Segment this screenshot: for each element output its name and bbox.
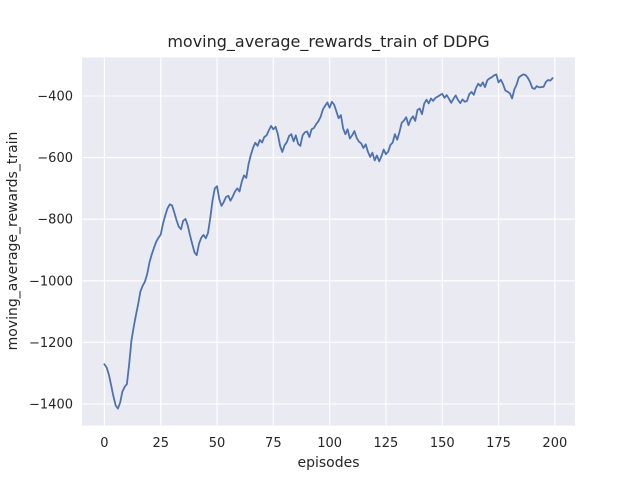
x-tick-label: 50 [209,436,226,451]
x-tick-label: 125 [374,436,399,451]
x-tick-label: 200 [542,436,567,451]
y-tick-label: −600 [37,151,73,166]
y-tick-label: −800 [37,213,73,228]
x-axis-label: episodes [297,455,359,471]
y-tick-label: −1000 [29,274,73,289]
y-tick-label: −400 [37,89,73,104]
plot-area [82,57,575,426]
chart-title: moving_average_rewards_train of DDPG [167,32,489,52]
x-tick-label: 25 [152,436,169,451]
y-tick-labels: −400 −600 −800 −1000 −1200 −1400 [29,89,73,412]
x-tick-label: 75 [265,436,282,451]
x-tick-label: 150 [430,436,455,451]
x-tick-label: 0 [100,436,108,451]
x-tick-labels: 0 25 50 75 100 125 150 175 200 [100,436,567,451]
y-tick-label: −1200 [29,336,73,351]
y-axis-label: moving_average_rewards_train [5,132,21,351]
x-tick-label: 100 [317,436,342,451]
series-line-moving-average [103,73,554,410]
x-tick-label: 175 [486,436,511,451]
y-tick-label: −1400 [29,397,73,412]
gridlines [82,57,575,426]
